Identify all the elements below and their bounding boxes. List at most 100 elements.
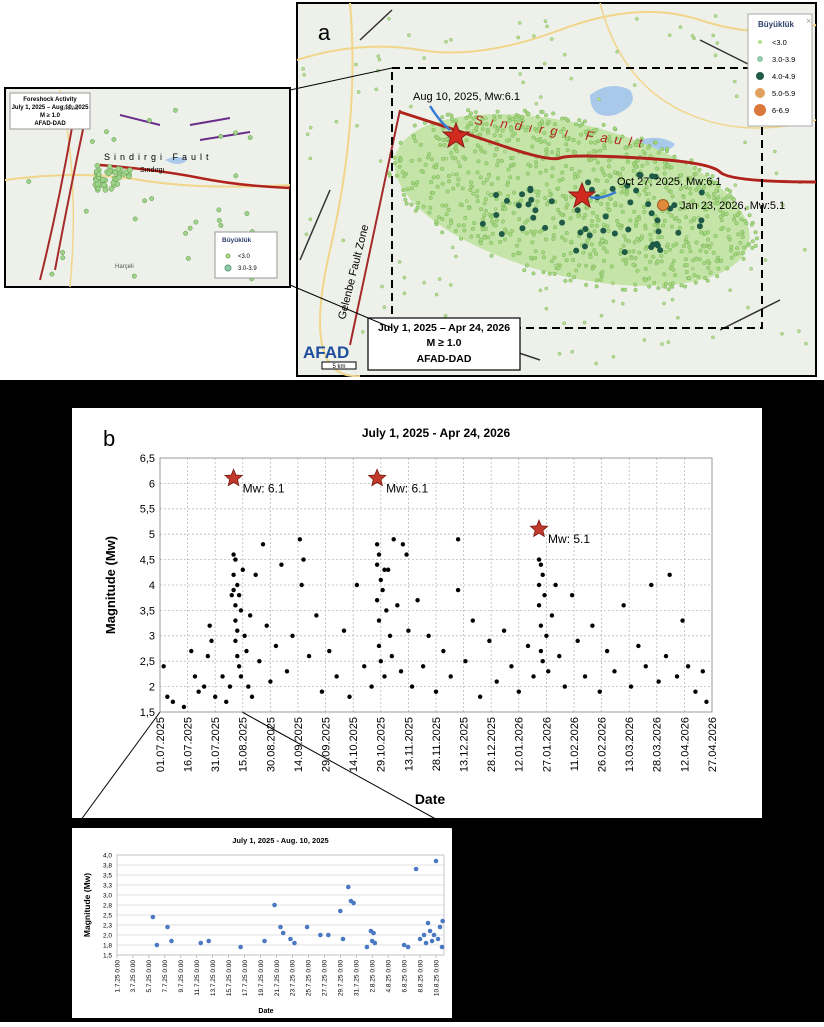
map-dot	[551, 233, 556, 238]
data-label: Mw: 6.1	[386, 481, 428, 495]
map-dot	[459, 236, 464, 241]
connector	[289, 67, 393, 91]
data-point	[536, 603, 542, 608]
map-dot	[444, 203, 449, 208]
data-point	[374, 542, 380, 547]
map-dot	[659, 253, 664, 258]
map-dot	[718, 208, 723, 213]
map-dot	[387, 16, 391, 21]
map-dot	[563, 238, 568, 243]
map-dot	[588, 198, 593, 203]
event-arrow	[589, 190, 617, 200]
map-dot	[569, 166, 574, 171]
data-point	[406, 628, 411, 633]
map-dot	[440, 181, 445, 186]
data-point	[494, 679, 499, 684]
x-tick-label: 26.02.2026	[596, 717, 608, 772]
x-tick-label: 11.02.2026	[569, 717, 581, 771]
data-point	[470, 618, 475, 623]
data-point	[636, 643, 641, 649]
map-dot	[614, 136, 619, 141]
map-dot	[131, 273, 137, 279]
map-dot	[740, 229, 745, 234]
map-dot	[662, 218, 667, 223]
data-point	[437, 924, 443, 930]
data-point	[236, 664, 242, 669]
map-dot	[704, 207, 709, 212]
map-dot	[551, 237, 556, 242]
map-dot	[434, 292, 439, 297]
legend-close[interactable]: ×	[806, 16, 811, 26]
data-point	[463, 659, 468, 664]
map-dot	[500, 128, 505, 133]
map-dot	[354, 62, 358, 67]
x-tick-label: 13.03.2026	[624, 717, 636, 772]
map-dot	[302, 72, 307, 77]
data-point	[376, 643, 382, 649]
map-dot	[429, 157, 434, 162]
map-dot	[735, 246, 740, 251]
map-dot	[648, 237, 653, 242]
map-dot	[704, 250, 709, 255]
map-dot	[591, 167, 596, 172]
map-dot	[543, 196, 548, 201]
map-dot	[410, 181, 415, 186]
map-dot-large	[636, 171, 643, 178]
place-label: Emirler	[60, 106, 79, 112]
data-point	[455, 587, 461, 593]
data-point	[429, 938, 435, 944]
map-dot	[428, 205, 433, 210]
map-dot	[726, 235, 731, 240]
map-dot	[524, 231, 529, 236]
x-tick-label: 16.07.2025	[182, 717, 194, 772]
legend-label: <3.0	[238, 254, 251, 260]
data-point	[704, 699, 709, 705]
map-dot	[599, 201, 604, 206]
map-dot-large	[525, 201, 532, 208]
connector	[289, 284, 393, 329]
x-tick-label: 14.10.2025	[348, 717, 360, 772]
map-dot	[218, 133, 224, 139]
map-dot	[672, 154, 677, 159]
map-dot	[615, 218, 620, 223]
map-dot	[475, 189, 480, 194]
map-dot	[641, 149, 646, 154]
x-tick-label: 19.7.25 0:00	[258, 960, 265, 997]
map-dot	[604, 240, 609, 245]
map-dot	[478, 175, 483, 180]
map-dot	[684, 269, 689, 274]
map-dot	[506, 167, 511, 172]
map-dot	[421, 204, 426, 209]
map-dot-large	[588, 186, 595, 193]
map-dot	[595, 160, 600, 165]
map-dot	[517, 21, 522, 25]
map-dot-large	[654, 242, 661, 249]
map-dot	[374, 87, 379, 92]
y-tick-label: 2,5	[103, 912, 112, 919]
map-dot	[660, 147, 665, 152]
map-dot	[466, 170, 471, 175]
map-dot	[687, 276, 692, 281]
map-dot	[538, 170, 543, 175]
map-dot	[711, 33, 716, 38]
data-point	[569, 592, 575, 598]
map-dot	[450, 245, 455, 250]
map-dot	[407, 33, 411, 38]
map-dot	[471, 116, 476, 121]
data-point	[540, 659, 545, 664]
map-dot	[400, 170, 405, 175]
map-dot-large	[624, 182, 631, 189]
map-dot-large	[582, 226, 589, 233]
map-dot	[441, 137, 446, 142]
map-dot	[743, 219, 748, 224]
map-dot	[415, 180, 420, 185]
map-dot	[698, 248, 703, 253]
map-dot	[743, 140, 747, 145]
data-point	[546, 669, 551, 674]
map-dot	[706, 237, 711, 242]
map-dot	[679, 283, 684, 288]
map-dot	[696, 185, 701, 190]
map-dot	[481, 217, 486, 222]
x-tick-label: 28.03.2026	[652, 717, 664, 772]
map-dot	[612, 126, 617, 131]
